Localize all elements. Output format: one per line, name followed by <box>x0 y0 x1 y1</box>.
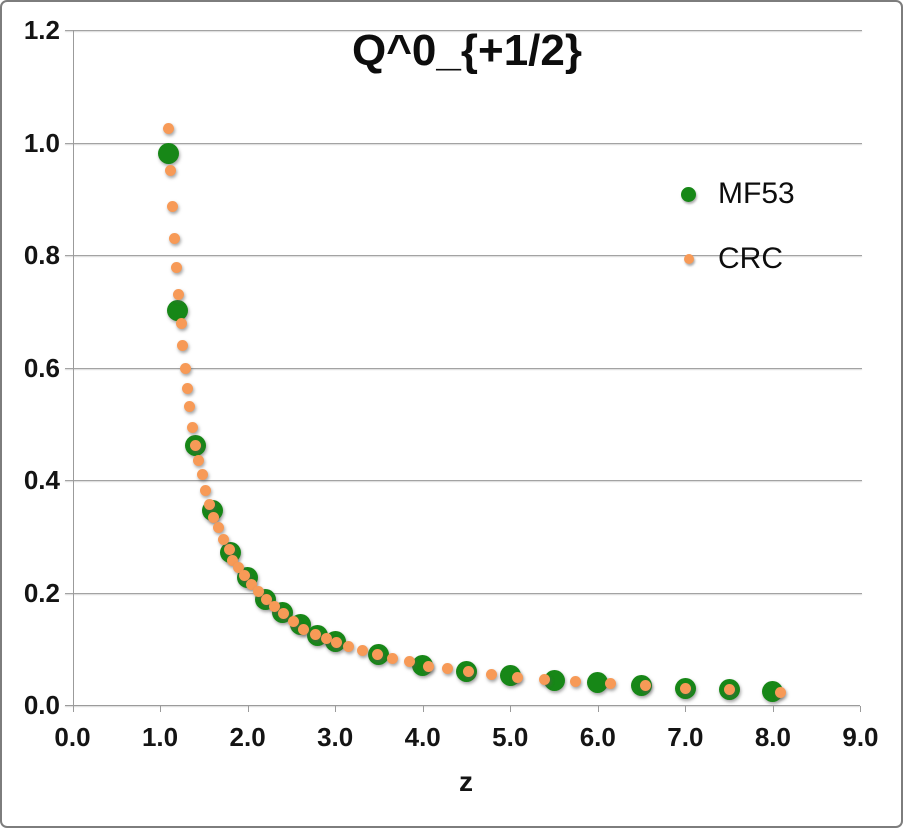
crc-point <box>261 593 273 605</box>
crc-point <box>233 562 245 574</box>
crc-legend-marker-icon <box>684 254 694 264</box>
x-tick-label: 4.0 <box>404 722 441 752</box>
crc-point <box>239 570 251 582</box>
y-tick-label: 0.2 <box>23 577 60 608</box>
gridline <box>65 367 862 369</box>
crc-point <box>604 678 616 690</box>
crc-point <box>179 362 191 374</box>
x-axis-tick <box>72 706 74 712</box>
x-axis-tick <box>247 706 249 712</box>
gridline <box>65 480 862 481</box>
crc-point <box>462 665 474 677</box>
crc-point <box>186 421 198 433</box>
crc-point <box>298 623 310 635</box>
x-axis-title: z <box>459 766 473 797</box>
x-tick-label: 8.0 <box>754 722 791 752</box>
x-tick-label: 1.0 <box>141 722 179 752</box>
crc-point <box>569 676 581 688</box>
x-tick-label: 2.0 <box>229 722 266 752</box>
mf53-point <box>167 299 189 321</box>
crc-point <box>171 261 183 273</box>
crc-point <box>189 439 201 451</box>
y-tick-label: 0.0 <box>23 690 60 720</box>
crc-point <box>538 674 550 686</box>
x-axis-line <box>65 705 860 706</box>
crc-point <box>166 201 178 213</box>
crc-point <box>639 680 651 692</box>
x-tick-label: 6.0 <box>579 722 616 752</box>
crc-point <box>387 652 399 664</box>
crc-point <box>277 607 289 619</box>
crc-point <box>287 615 299 627</box>
crc-point <box>200 484 212 496</box>
x-tick-label: 9.0 <box>842 722 879 752</box>
x-axis-tick <box>597 706 599 712</box>
y-tick-label: 0.6 <box>23 352 60 383</box>
x-axis-tick <box>160 706 162 712</box>
x-tick-label: 3.0 <box>317 722 354 752</box>
crc-point <box>223 544 235 556</box>
y-tick-label: 1.2 <box>23 15 60 45</box>
legend-label-mf53: MF53 <box>718 177 795 210</box>
crc-point <box>196 469 208 481</box>
crc-point <box>441 662 453 674</box>
x-tick-label: 5.0 <box>492 722 529 752</box>
crc-point <box>172 289 184 301</box>
crc-point <box>775 686 787 698</box>
crc-point <box>175 318 187 330</box>
crc-point <box>404 656 416 668</box>
crc-point <box>193 455 205 467</box>
crc-point <box>723 684 735 696</box>
crc-point <box>213 521 225 533</box>
x-tick-label: 7.0 <box>667 722 704 752</box>
crc-point <box>177 339 189 351</box>
crc-point <box>181 383 193 395</box>
y-axis-line <box>72 30 74 705</box>
crc-point <box>511 671 523 683</box>
x-axis-tick <box>335 706 337 712</box>
crc-point <box>207 511 219 523</box>
x-axis-tick <box>510 706 512 712</box>
crc-point <box>423 661 435 673</box>
x-axis-tick <box>422 706 424 712</box>
legend-label-crc: CRC <box>718 242 783 275</box>
crc-point <box>269 601 281 613</box>
crc-point <box>309 628 321 640</box>
x-tick-label: 0.0 <box>54 722 91 752</box>
x-axis-tick <box>685 706 687 712</box>
crc-point <box>486 668 498 680</box>
mf53-point <box>158 143 180 165</box>
gridline <box>65 142 862 144</box>
mf53-point <box>587 672 609 693</box>
crc-point <box>253 586 265 598</box>
crc-point <box>331 637 343 649</box>
y-tick-label: 0.4 <box>23 465 60 495</box>
mf53-legend-marker-icon <box>681 186 696 202</box>
crc-point <box>184 401 196 413</box>
y-tick-label: 0.8 <box>23 240 60 270</box>
crc-point <box>246 578 258 590</box>
crc-point <box>679 682 691 694</box>
crc-point <box>203 498 215 510</box>
gridline <box>65 30 862 31</box>
crc-point <box>165 165 177 177</box>
crc-point <box>320 633 332 645</box>
y-tick-label: 1.0 <box>23 127 60 158</box>
legend-item-mf53: MF53 <box>681 177 795 211</box>
x-axis-tick <box>772 706 774 712</box>
legend-item-crc: CRC <box>681 242 783 276</box>
gridline <box>65 592 862 594</box>
mf53-point <box>543 669 565 691</box>
crc-point <box>227 554 239 566</box>
crc-point <box>371 649 383 661</box>
crc-point <box>168 233 180 245</box>
crc-point <box>342 641 354 652</box>
crc-point <box>356 644 368 656</box>
crc-point <box>218 533 230 545</box>
chart-title: Q^0_{+1/2} <box>352 26 582 75</box>
gridline <box>65 255 862 256</box>
crc-point <box>163 122 175 134</box>
x-axis-tick <box>860 706 862 712</box>
